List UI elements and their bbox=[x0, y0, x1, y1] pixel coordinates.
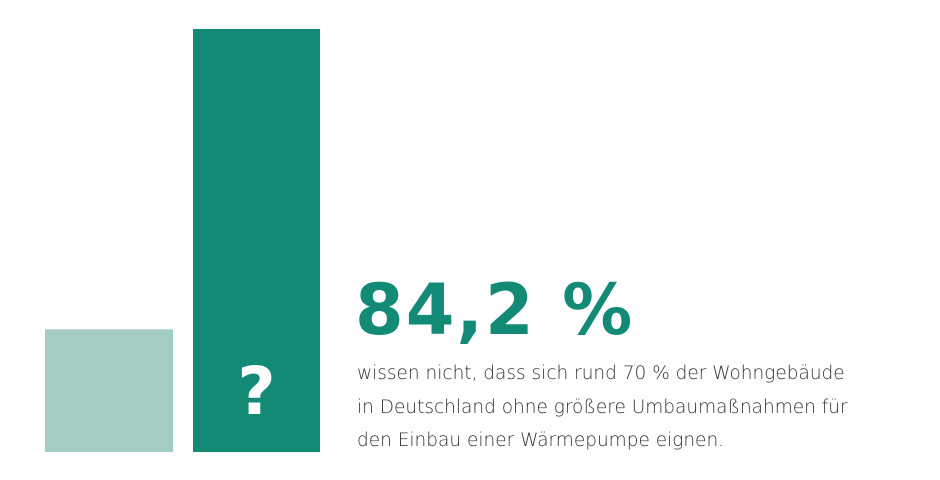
bars-group: ? bbox=[45, 29, 320, 452]
headline-value: 84,2 % bbox=[355, 269, 635, 351]
description-line-1: wissen nicht, dass sich rund 70 % der Wo… bbox=[357, 363, 845, 384]
bar-2 bbox=[193, 29, 320, 452]
description-text: wissen nicht, dass sich rund 70 % der Wo… bbox=[357, 357, 927, 458]
bar-1 bbox=[45, 329, 173, 452]
bar-2-label: ? bbox=[237, 353, 275, 430]
description-line-2: in Deutschland ohne größere Umbaumaßnahm… bbox=[357, 396, 848, 418]
description-line-3: den Einbau einer Wärmepumpe eignen. bbox=[357, 430, 725, 451]
